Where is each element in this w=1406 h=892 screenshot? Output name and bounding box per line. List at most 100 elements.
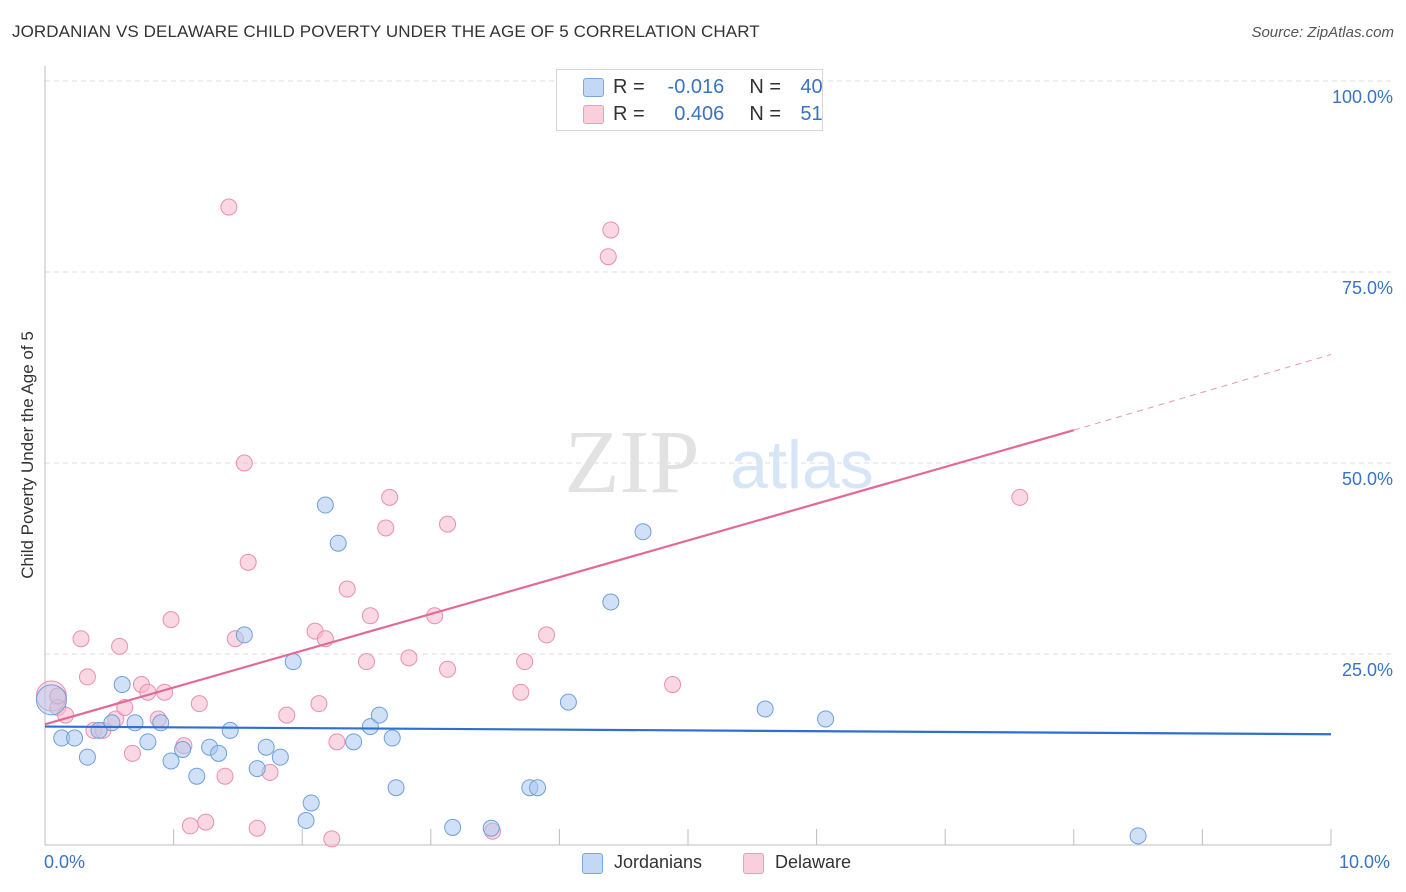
x-tick-label: 0.0% [44,852,86,872]
delaware-point [338,580,356,598]
delaware-point [235,454,253,472]
delaware-trend-extension [1073,354,1332,431]
jordanians-point [370,706,388,724]
jordanians-point [188,767,206,785]
n-value: 51 [800,103,823,125]
jordanians-point [316,496,334,514]
y-tick-label: 75.0% [1341,278,1393,298]
delaware-point [664,676,682,694]
delaware-point [123,744,141,762]
delaware-point [248,819,266,837]
source-label: Source: ZipAtlas.com [1251,24,1394,41]
r-value: 0.406 [674,103,725,125]
legend-label: Delaware [775,852,852,872]
delaware-point [400,649,418,667]
delaware-point [512,683,530,701]
delaware-trend-line [44,429,1075,726]
jordanians-point [756,700,774,718]
r-label: R = [613,103,645,125]
delaware-point [602,221,620,239]
y-tick-label: 50.0% [1341,469,1393,489]
jordanians-point [559,693,577,711]
trend-lines [44,354,1332,736]
legend-label: Jordanians [614,852,703,872]
delaware-point [439,515,457,533]
jordanians-point [817,710,835,728]
jordanians-point [361,718,379,736]
jordanians-swatch [583,78,604,97]
jordanians-point [113,676,131,694]
axes [44,66,1332,846]
jordanians-point [444,818,462,836]
delaware-point [216,767,234,785]
correlation-legend: R = -0.016 N = 40 R = 0.406 N = 51 [556,69,823,131]
n-value: 40 [800,76,823,98]
jordanians-point [271,748,289,766]
delaware-point [220,198,238,216]
jordanians-point [139,733,157,751]
delaware-swatch [743,853,764,874]
watermark: ZIP atlas [565,413,874,512]
jordanians-point [634,523,652,541]
jordanians-point [602,593,620,611]
delaware-point [181,817,199,835]
watermark-zip: ZIP [565,413,700,512]
delaware-point [239,553,257,571]
jordanians-point [482,819,500,837]
delaware-point [381,488,399,506]
chart-title: JORDANIAN VS DELAWARE CHILD POVERTY UNDE… [12,22,760,41]
jordanians-point [126,714,144,732]
jordanians-point [248,760,266,778]
delaware-point [358,653,375,671]
delaware-point [1011,488,1029,506]
jordanians-point [78,748,96,766]
jordanians-point [383,729,401,747]
jordanians-point [345,733,363,751]
delaware-point [516,653,534,671]
delaware-point [361,607,379,625]
jordanians-point [1129,827,1147,845]
jordanians-point [387,779,405,797]
jordanians-point [235,626,253,644]
jordanians-point [210,744,228,762]
delaware-swatch [583,105,604,124]
jordanians-swatch [582,853,603,874]
jordanians-point [302,794,320,812]
jordanians-point [35,684,67,716]
r-label: R = [613,76,645,98]
delaware-point [162,611,180,629]
y-tick-label: 25.0% [1341,660,1393,680]
watermark-atlas: atlas [730,427,874,503]
jordanians-point [103,714,121,732]
jordanians-trend-line [44,725,1332,736]
jordanians-point [221,721,239,739]
jordanians-point [257,738,275,756]
delaware-point [111,637,129,655]
jordanians-points [35,496,1147,845]
delaware-point [377,519,395,537]
r-value: -0.016 [667,76,725,98]
jordanians-point [162,752,180,770]
jordanians-point [66,729,84,747]
delaware-point [278,706,296,724]
jordanians-point [529,779,547,797]
delaware-point [328,733,346,751]
jordanians-point [174,741,192,758]
delaware-point [323,830,341,848]
delaware-point [190,695,208,713]
x-tick-label: 10.0% [1339,852,1391,872]
jordanians-point [297,812,315,830]
y-axis-label: Child Poverty Under the Age of 5 [18,331,37,579]
n-label: N = [749,76,782,98]
jordanians-point [329,534,347,552]
delaware-point [78,668,96,686]
y-tick-label: 100.0% [1331,87,1393,107]
delaware-point [197,813,215,831]
delaware-point [538,626,556,644]
delaware-point [439,660,457,678]
delaware-point [72,630,90,648]
delaware-point [310,695,328,713]
n-label: N = [749,103,782,125]
delaware-point [599,248,617,266]
